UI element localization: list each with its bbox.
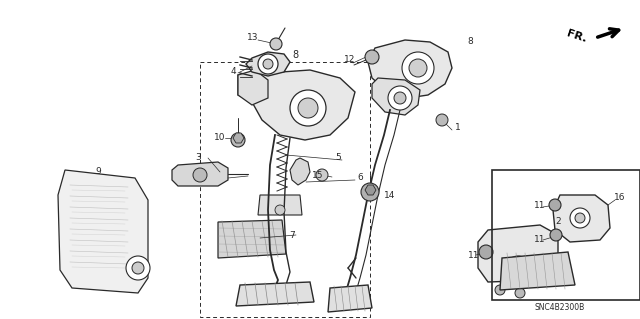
Bar bbox=[200, 62, 370, 317]
Circle shape bbox=[436, 114, 448, 126]
Text: SNC4B2300B: SNC4B2300B bbox=[535, 303, 585, 313]
Polygon shape bbox=[246, 52, 290, 76]
Polygon shape bbox=[236, 282, 314, 306]
Text: 10: 10 bbox=[214, 133, 226, 143]
Circle shape bbox=[409, 59, 427, 77]
Polygon shape bbox=[58, 170, 148, 293]
Text: 5: 5 bbox=[335, 153, 341, 162]
Polygon shape bbox=[372, 78, 420, 115]
Polygon shape bbox=[368, 40, 452, 98]
Circle shape bbox=[231, 133, 245, 147]
Polygon shape bbox=[365, 185, 376, 195]
Polygon shape bbox=[478, 225, 558, 282]
Circle shape bbox=[258, 54, 278, 74]
Circle shape bbox=[361, 183, 379, 201]
Circle shape bbox=[132, 262, 144, 274]
Circle shape bbox=[575, 213, 585, 223]
Polygon shape bbox=[172, 162, 228, 186]
Text: 13: 13 bbox=[247, 33, 259, 42]
Circle shape bbox=[550, 229, 562, 241]
Circle shape bbox=[316, 169, 328, 181]
Text: 16: 16 bbox=[614, 194, 626, 203]
Circle shape bbox=[193, 168, 207, 182]
Circle shape bbox=[515, 288, 525, 298]
Text: 11: 11 bbox=[468, 250, 480, 259]
Circle shape bbox=[298, 98, 318, 118]
Text: 4: 4 bbox=[230, 68, 236, 77]
Text: 7: 7 bbox=[289, 231, 295, 240]
Circle shape bbox=[570, 208, 590, 228]
Polygon shape bbox=[553, 195, 610, 242]
Bar bbox=[492, 170, 640, 300]
Circle shape bbox=[549, 199, 561, 211]
Circle shape bbox=[402, 52, 434, 84]
Circle shape bbox=[388, 86, 412, 110]
Polygon shape bbox=[238, 70, 355, 140]
Text: 11: 11 bbox=[534, 201, 546, 210]
Circle shape bbox=[394, 92, 406, 104]
Circle shape bbox=[126, 256, 150, 280]
Polygon shape bbox=[218, 220, 286, 258]
Text: 6: 6 bbox=[357, 173, 363, 182]
Text: 2: 2 bbox=[555, 218, 561, 226]
Circle shape bbox=[495, 285, 505, 295]
Polygon shape bbox=[238, 70, 268, 105]
Polygon shape bbox=[290, 158, 310, 185]
Circle shape bbox=[290, 90, 326, 126]
Polygon shape bbox=[233, 133, 244, 143]
Circle shape bbox=[511, 261, 525, 275]
Circle shape bbox=[479, 245, 493, 259]
Text: 3: 3 bbox=[195, 153, 201, 162]
Text: FR.: FR. bbox=[565, 28, 588, 44]
Text: 12: 12 bbox=[344, 56, 356, 64]
Circle shape bbox=[506, 256, 530, 280]
Circle shape bbox=[270, 38, 282, 50]
Polygon shape bbox=[500, 252, 575, 290]
Text: 9: 9 bbox=[95, 167, 101, 176]
Polygon shape bbox=[258, 195, 302, 215]
Text: 1: 1 bbox=[455, 123, 461, 132]
Circle shape bbox=[365, 50, 379, 64]
Text: 11: 11 bbox=[534, 235, 546, 244]
Polygon shape bbox=[328, 285, 372, 312]
Text: 15: 15 bbox=[312, 170, 324, 180]
Text: 8: 8 bbox=[292, 50, 298, 60]
Text: 8: 8 bbox=[467, 38, 473, 47]
Circle shape bbox=[263, 59, 273, 69]
Circle shape bbox=[275, 205, 285, 215]
Text: 14: 14 bbox=[384, 190, 396, 199]
